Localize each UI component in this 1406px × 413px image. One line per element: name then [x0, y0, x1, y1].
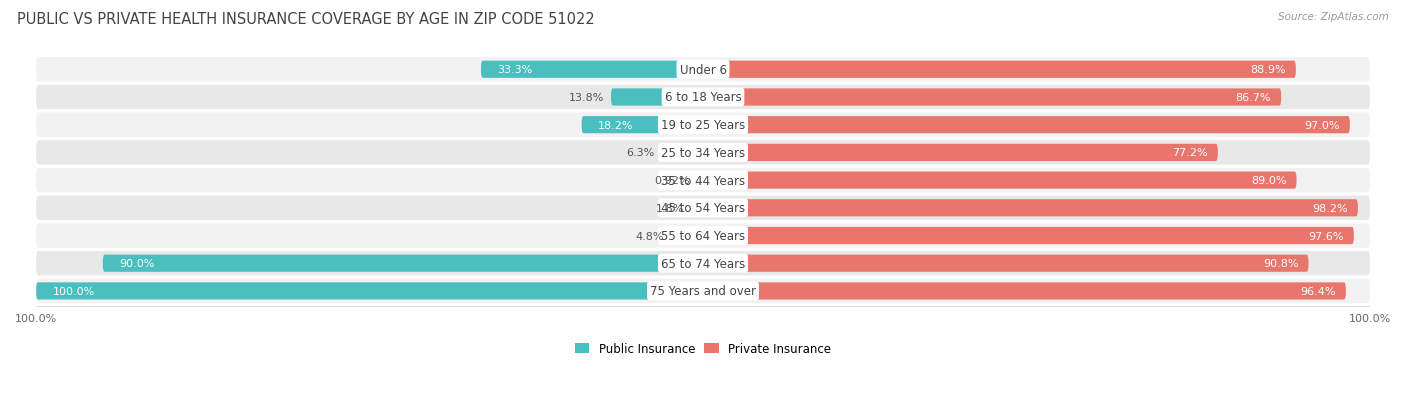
Legend: Public Insurance, Private Insurance: Public Insurance, Private Insurance	[571, 337, 835, 360]
FancyBboxPatch shape	[690, 200, 703, 217]
Text: 33.3%: 33.3%	[498, 65, 533, 75]
FancyBboxPatch shape	[37, 196, 1369, 221]
Text: PUBLIC VS PRIVATE HEALTH INSURANCE COVERAGE BY AGE IN ZIP CODE 51022: PUBLIC VS PRIVATE HEALTH INSURANCE COVER…	[17, 12, 595, 27]
Text: 18.2%: 18.2%	[599, 121, 634, 131]
FancyBboxPatch shape	[671, 228, 703, 244]
FancyBboxPatch shape	[703, 117, 1350, 134]
Text: 45 to 54 Years: 45 to 54 Years	[661, 202, 745, 215]
FancyBboxPatch shape	[103, 255, 703, 272]
Text: 75 Years and over: 75 Years and over	[650, 285, 756, 298]
Text: 19 to 25 Years: 19 to 25 Years	[661, 119, 745, 132]
FancyBboxPatch shape	[703, 62, 1296, 78]
Text: 35 to 44 Years: 35 to 44 Years	[661, 174, 745, 187]
FancyBboxPatch shape	[37, 85, 1369, 110]
FancyBboxPatch shape	[612, 89, 703, 106]
Text: 97.6%: 97.6%	[1309, 231, 1344, 241]
Text: 100.0%: 100.0%	[53, 286, 96, 296]
Text: 90.8%: 90.8%	[1263, 259, 1299, 268]
FancyBboxPatch shape	[703, 89, 1281, 106]
Text: 6.3%: 6.3%	[626, 148, 654, 158]
Text: 77.2%: 77.2%	[1173, 148, 1208, 158]
Text: 86.7%: 86.7%	[1236, 93, 1271, 103]
FancyBboxPatch shape	[703, 172, 1296, 189]
FancyBboxPatch shape	[697, 172, 703, 189]
FancyBboxPatch shape	[37, 58, 1369, 82]
FancyBboxPatch shape	[582, 117, 703, 134]
Text: 13.8%: 13.8%	[569, 93, 605, 103]
Text: 55 to 64 Years: 55 to 64 Years	[661, 230, 745, 242]
Text: 65 to 74 Years: 65 to 74 Years	[661, 257, 745, 270]
Text: 6 to 18 Years: 6 to 18 Years	[665, 91, 741, 104]
FancyBboxPatch shape	[703, 255, 1309, 272]
Text: 4.8%: 4.8%	[636, 231, 664, 241]
FancyBboxPatch shape	[703, 145, 1218, 161]
FancyBboxPatch shape	[37, 169, 1369, 193]
FancyBboxPatch shape	[37, 141, 1369, 165]
Text: 25 to 34 Years: 25 to 34 Years	[661, 147, 745, 159]
Text: 89.0%: 89.0%	[1251, 176, 1286, 186]
Text: 90.0%: 90.0%	[120, 259, 155, 268]
Text: 98.2%: 98.2%	[1312, 203, 1348, 213]
FancyBboxPatch shape	[703, 200, 1358, 217]
FancyBboxPatch shape	[481, 62, 703, 78]
Text: Source: ZipAtlas.com: Source: ZipAtlas.com	[1278, 12, 1389, 22]
Text: 88.9%: 88.9%	[1250, 65, 1286, 75]
FancyBboxPatch shape	[661, 145, 703, 161]
FancyBboxPatch shape	[37, 252, 1369, 276]
Text: 1.8%: 1.8%	[657, 203, 685, 213]
FancyBboxPatch shape	[37, 279, 1369, 304]
Text: 97.0%: 97.0%	[1305, 121, 1340, 131]
FancyBboxPatch shape	[37, 113, 1369, 138]
FancyBboxPatch shape	[37, 224, 1369, 248]
FancyBboxPatch shape	[703, 228, 1354, 244]
Text: 0.92%: 0.92%	[655, 176, 690, 186]
FancyBboxPatch shape	[37, 282, 703, 300]
Text: Under 6: Under 6	[679, 64, 727, 76]
FancyBboxPatch shape	[703, 282, 1346, 300]
Text: 96.4%: 96.4%	[1301, 286, 1336, 296]
